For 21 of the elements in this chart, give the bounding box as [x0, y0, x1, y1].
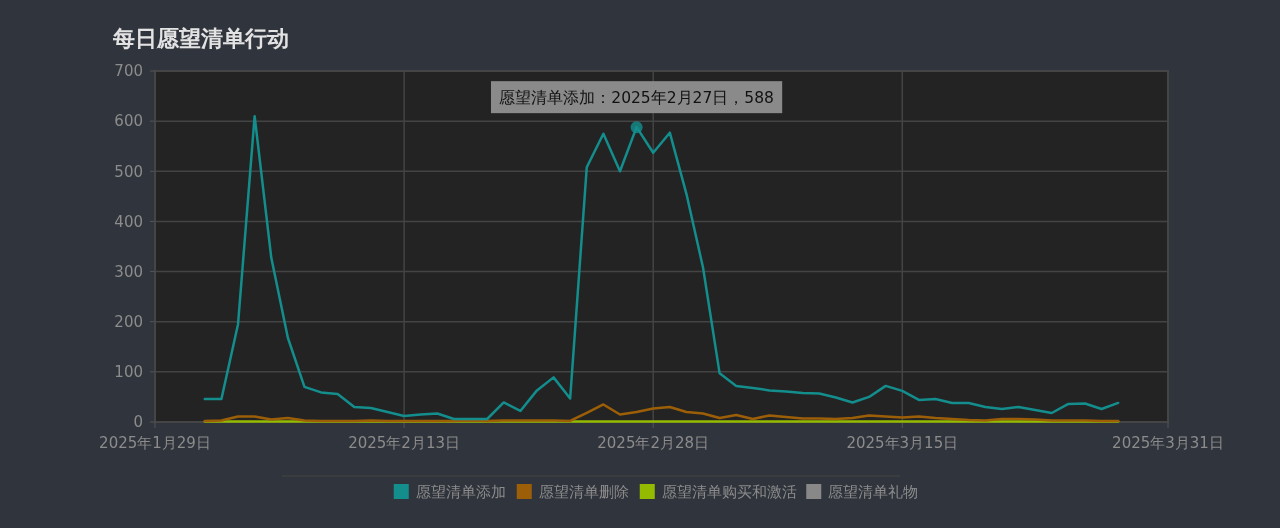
legend-label: 愿望清单购买和激活	[661, 483, 797, 502]
legend-label: 愿望清单添加	[415, 483, 506, 502]
y-tick-label: 700	[114, 62, 143, 81]
y-tick-label: 600	[114, 112, 143, 131]
y-tick-label: 500	[114, 162, 143, 181]
chart-title: 每日愿望清单行动	[112, 25, 289, 51]
x-tick-label: 2025年3月15日	[846, 434, 959, 452]
x-tick-label: 2025年3月31日	[1112, 434, 1224, 452]
line-series	[203, 403, 1120, 423]
y-tick-label: 200	[114, 312, 143, 331]
y-tick-label: 100	[114, 363, 143, 382]
y-tick-label: 0	[133, 413, 143, 432]
y-tick-label: 400	[114, 212, 143, 231]
x-tick-label: 2025年2月13日	[348, 434, 460, 452]
legend-label: 愿望清单礼物	[828, 483, 919, 502]
line-series	[203, 114, 1120, 421]
legend-label: 愿望清单删除	[538, 483, 629, 502]
annotation: 愿望清单添加：2025年2月27日，588	[499, 88, 774, 107]
x-tick-label: 2025年1月29日	[99, 434, 211, 452]
y-tick-label: 300	[114, 262, 143, 281]
x-tick-label: 2025年2月28日	[597, 434, 710, 452]
